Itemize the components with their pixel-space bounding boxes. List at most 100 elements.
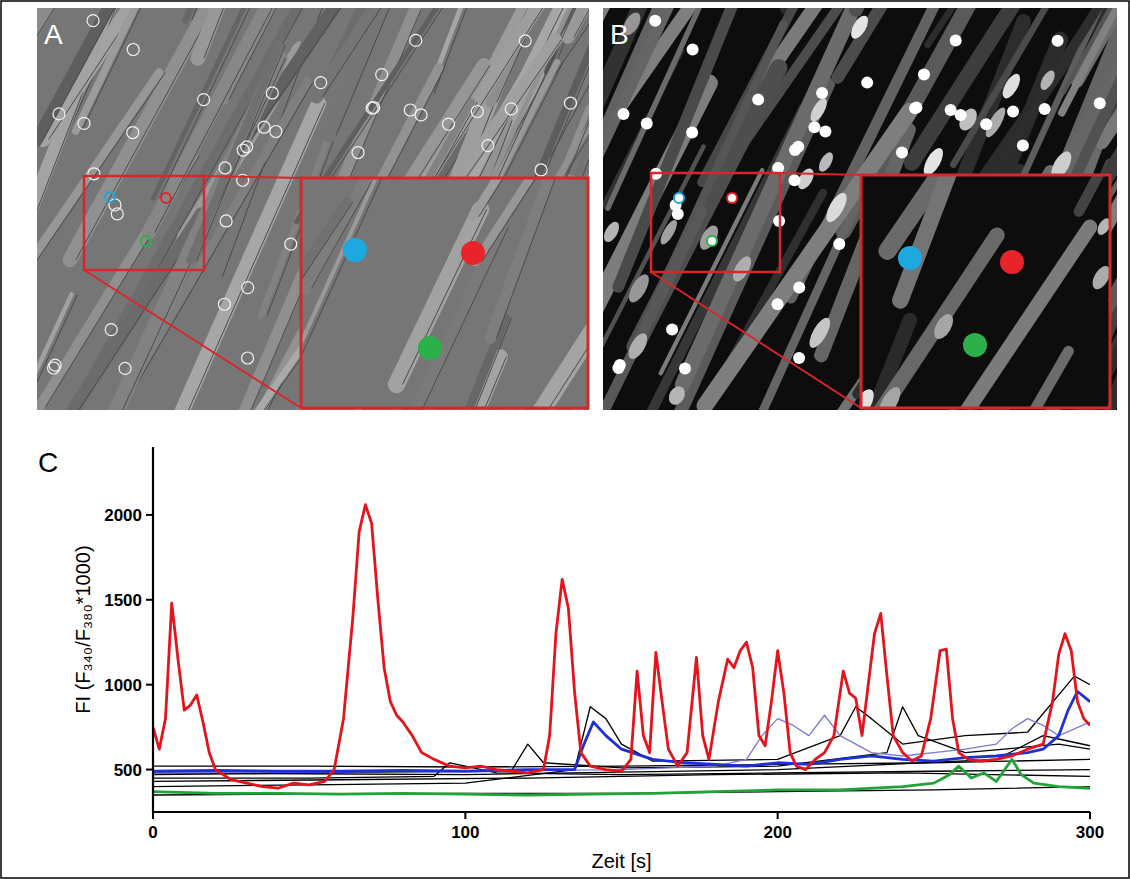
nucleus	[875, 384, 905, 408]
panel-letter: A	[44, 19, 63, 50]
roi	[861, 77, 873, 89]
cell	[603, 83, 709, 410]
nucleus	[930, 311, 957, 342]
roi	[793, 352, 805, 364]
roi-blue	[674, 193, 684, 203]
phase-image	[301, 178, 588, 408]
cell	[1070, 308, 1110, 408]
roi-red	[727, 193, 737, 203]
cell	[473, 178, 551, 217]
cell	[603, 8, 605, 63]
roi	[49, 359, 61, 371]
zoom-line	[651, 272, 861, 408]
roi-blue	[105, 192, 115, 202]
nucleus	[696, 223, 722, 253]
nucleus	[816, 150, 836, 174]
cell-border	[479, 178, 557, 217]
y-tick	[146, 514, 153, 516]
x-tick-label: 100	[451, 823, 479, 842]
nucleus	[603, 219, 622, 244]
cell	[900, 175, 992, 300]
phase-image	[37, 8, 589, 410]
cell	[1010, 351, 1068, 408]
roi	[258, 121, 270, 133]
roi	[617, 108, 629, 120]
roi	[87, 15, 99, 27]
zoom-line	[204, 176, 301, 178]
roi	[242, 352, 254, 364]
roi	[270, 125, 282, 137]
y-tick-label: 500	[114, 761, 142, 780]
cell	[526, 240, 588, 408]
x-tick-label: 200	[763, 823, 791, 842]
roi	[1094, 97, 1106, 109]
fluo-image	[603, 8, 1117, 410]
y-tick	[146, 769, 153, 771]
nucleus	[822, 190, 850, 225]
roi	[752, 94, 764, 106]
roi	[220, 215, 232, 227]
roi	[641, 117, 653, 129]
roi	[519, 35, 531, 47]
nucleus	[625, 271, 653, 305]
roi	[410, 34, 422, 46]
cell	[861, 175, 904, 280]
roi	[111, 208, 123, 220]
nucleus	[848, 13, 872, 41]
roi-zoom-green	[963, 333, 987, 357]
roi-zoom-red	[1000, 250, 1024, 274]
x-tick	[1089, 812, 1091, 819]
y-tick-label: 1500	[104, 591, 142, 610]
y-tick-label: 1000	[104, 676, 142, 695]
roi	[219, 162, 231, 174]
roi-zoom-green	[418, 336, 442, 360]
roi	[896, 147, 908, 159]
roi	[950, 34, 962, 46]
roi	[535, 164, 547, 176]
nucleus	[805, 315, 834, 351]
zoom-source	[84, 176, 204, 270]
panel-letter: C	[38, 447, 58, 478]
nucleus	[625, 330, 651, 362]
roi	[119, 362, 131, 374]
roi-zoom-blue	[898, 246, 922, 270]
cell	[1079, 175, 1110, 211]
cell	[618, 8, 783, 287]
roi	[816, 87, 828, 99]
y-axis	[152, 447, 154, 812]
roi	[666, 324, 678, 336]
roi	[910, 101, 922, 113]
zoom-inset	[861, 175, 1110, 408]
roi	[242, 282, 254, 294]
roi-zoom-red	[461, 241, 485, 265]
nucleus	[1038, 68, 1058, 92]
nucleus	[658, 218, 680, 247]
roi	[649, 15, 661, 27]
roi	[918, 69, 930, 81]
x-tick-label: 300	[1076, 823, 1104, 842]
roi	[686, 127, 698, 139]
zoom-inset	[301, 178, 588, 408]
roi	[127, 43, 139, 55]
cell-border	[322, 8, 469, 97]
roi	[88, 168, 100, 180]
cell	[856, 8, 980, 10]
cell-border	[301, 202, 353, 408]
cell	[186, 8, 342, 20]
roi	[315, 77, 327, 89]
roi	[687, 43, 699, 55]
figure-frame	[1, 1, 1129, 878]
roi	[127, 127, 139, 139]
cell	[603, 212, 702, 410]
roi	[352, 147, 364, 159]
roi	[679, 362, 691, 374]
cell	[603, 8, 606, 31]
cell-border	[197, 45, 286, 260]
roi	[241, 141, 253, 153]
y-tick-label: 2000	[104, 506, 142, 525]
nucleus	[666, 383, 689, 407]
series-line	[153, 691, 1090, 771]
roi	[564, 97, 576, 109]
cell-border	[458, 318, 511, 408]
nucleus	[1089, 263, 1110, 292]
